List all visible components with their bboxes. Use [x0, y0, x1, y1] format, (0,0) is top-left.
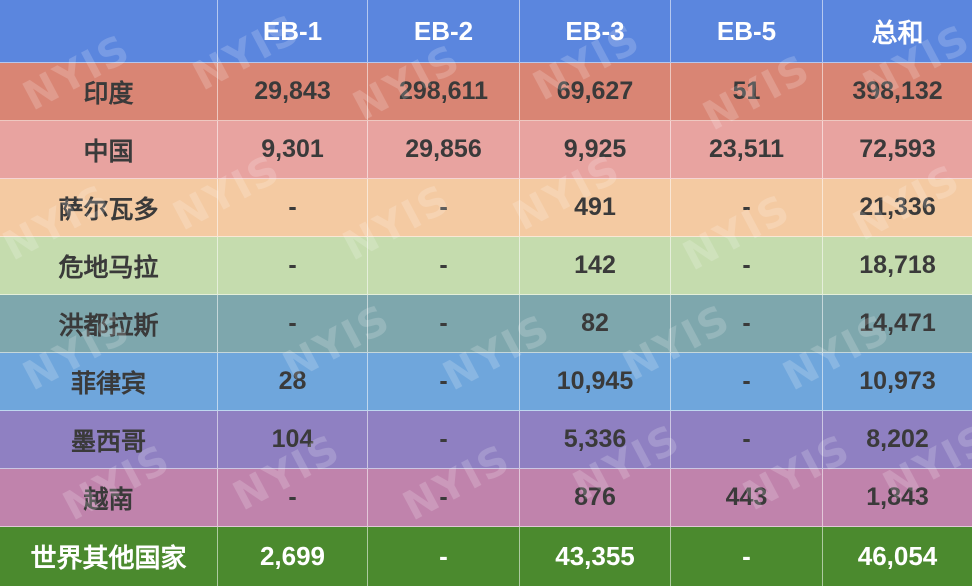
table-row-guatemala: 危地马拉 - - 142 - 18,718 — [0, 237, 972, 295]
country-name: 菲律宾 — [0, 353, 218, 410]
eb1-value: - — [218, 237, 368, 294]
total-value: 1,843 — [866, 483, 929, 511]
country-name: 危地马拉 — [0, 237, 218, 294]
header-corner-cell — [0, 0, 218, 62]
eb2-value: - — [368, 237, 520, 294]
eb3-value: 69,627 — [520, 63, 671, 120]
header-eb3: EB-3 — [520, 0, 671, 62]
eb5-value: 23,511 — [671, 121, 823, 178]
eb1-value: 28 — [218, 353, 368, 410]
eb1-value: - — [218, 179, 368, 236]
table-row-el-salvador: 萨尔瓦多 - - 491 - 21,336 — [0, 179, 972, 237]
eb3-value: 876 — [520, 469, 671, 526]
eb3-value: 43,355 — [520, 527, 671, 586]
country-name: 洪都拉斯 — [0, 295, 218, 352]
table-row-mexico: 墨西哥 104 - 5,336 - 8,202 — [0, 411, 972, 469]
country-name: 世界其他国家 — [0, 527, 218, 586]
eb5-value: - — [671, 237, 823, 294]
eb2-value: - — [368, 179, 520, 236]
total-value: 398,132 — [852, 77, 943, 105]
country-name: 印度 — [0, 63, 218, 120]
eb2-value: - — [368, 353, 520, 410]
total-value: 10,973 — [859, 367, 936, 395]
eb2-value: - — [368, 469, 520, 526]
eb3-value: 10,945 — [520, 353, 671, 410]
eb3-value: 142 — [520, 237, 671, 294]
total-value: 72,593 — [859, 135, 936, 163]
table-row-china: 中国 9,301 29,856 9,925 23,511 72,593 — [0, 121, 972, 179]
eb5-value: - — [671, 179, 823, 236]
total-value: 21,336 — [859, 193, 936, 221]
country-name: 越南 — [0, 469, 218, 526]
eb5-value: 51 — [671, 63, 823, 120]
total-value: 46,054 — [857, 541, 938, 571]
country-name: 墨西哥 — [0, 411, 218, 468]
eb1-value: 104 — [218, 411, 368, 468]
country-name: 萨尔瓦多 — [0, 179, 218, 236]
eb2-value: - — [368, 295, 520, 352]
eb2-value: 29,856 — [368, 121, 520, 178]
eb3-value: 9,925 — [520, 121, 671, 178]
table-header-row: EB-1 EB-2 EB-3 EB-5 总和 — [0, 0, 972, 63]
eb5-value: - — [671, 411, 823, 468]
eb5-value: 443 — [671, 469, 823, 526]
total-value: 8,202 — [866, 425, 929, 453]
eb5-value: - — [671, 295, 823, 352]
header-total: 总和 — [871, 17, 924, 48]
eb3-value: 82 — [520, 295, 671, 352]
total-value: 14,471 — [859, 309, 936, 337]
eb1-value: 29,843 — [218, 63, 368, 120]
table-row-philippines: 菲律宾 28 - 10,945 - 10,973 — [0, 353, 972, 411]
eb1-value: 9,301 — [218, 121, 368, 178]
eb1-value: 2,699 — [218, 527, 368, 586]
eb2-value: 298,611 — [368, 63, 520, 120]
eb3-value: 491 — [520, 179, 671, 236]
eb1-value: - — [218, 469, 368, 526]
table-row-honduras: 洪都拉斯 - - 82 - 14,471 — [0, 295, 972, 353]
table-row-rest-of-world: 世界其他国家 2,699 - 43,355 - 46,054 — [0, 527, 972, 586]
table-row-india: 印度 29,843 298,611 69,627 51 398,132 — [0, 63, 972, 121]
header-eb5: EB-5 — [671, 0, 823, 62]
eb5-value: - — [671, 353, 823, 410]
country-name: 中国 — [0, 121, 218, 178]
eb1-value: - — [218, 295, 368, 352]
table-row-vietnam: 越南 - - 876 443 1,843 — [0, 469, 972, 527]
total-value: 18,718 — [859, 251, 936, 279]
header-eb1: EB-1 — [218, 0, 368, 62]
eb2-value: - — [368, 411, 520, 468]
eb5-value: - — [671, 527, 823, 586]
header-eb2: EB-2 — [368, 0, 520, 62]
eb2-value: - — [368, 527, 520, 586]
eb3-value: 5,336 — [520, 411, 671, 468]
